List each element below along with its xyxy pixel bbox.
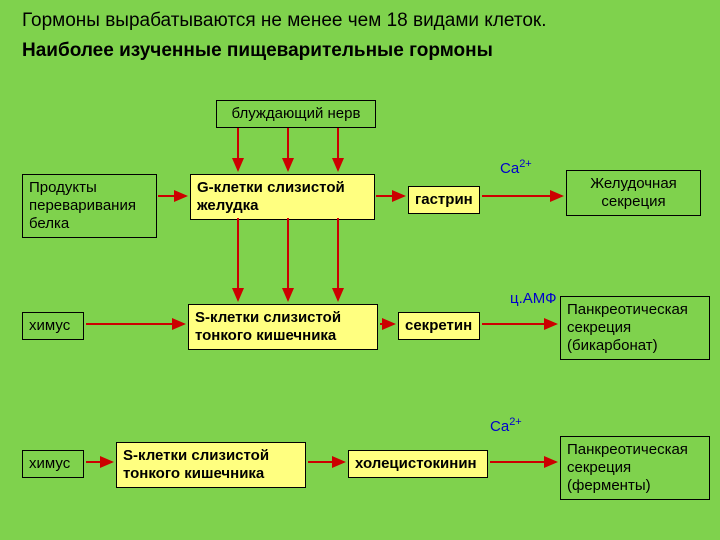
row2-cells-box: S-клетки слизистойтонкого кишечника: [188, 304, 378, 350]
row1-cells-box: G-клетки слизистойжелудка: [190, 174, 375, 220]
title-line-2: Наиболее изученные пищеварительные гормо…: [22, 40, 493, 62]
row2-input-box: химус: [22, 312, 84, 340]
row3-cells-box: S-клетки слизистойтонкого кишечника: [116, 442, 306, 488]
row3-mediator-label: Ca2+: [490, 416, 522, 435]
row2-mediator-label: ц.АМФ: [510, 290, 557, 307]
row1-output-box: Желудочнаясекреция: [566, 170, 701, 216]
title-line-1: Гормоны вырабатываются не менее чем 18 в…: [22, 10, 547, 32]
row3-output-box: Панкреотическаясекреция(ферменты): [560, 436, 710, 500]
row2-hormone-box: секретин: [398, 312, 480, 340]
row1-mediator-label: Ca2+: [500, 158, 532, 177]
vagus-nerve-box: блуждающий нерв: [216, 100, 376, 128]
row3-hormone-box: холецистокинин: [348, 450, 488, 478]
diagram-canvas: Гормоны вырабатываются не менее чем 18 в…: [0, 0, 720, 540]
row1-input-box: Продуктыперевариваниябелка: [22, 174, 157, 238]
row3-input-box: химус: [22, 450, 84, 478]
row2-output-box: Панкреотическаясекреция(бикарбонат): [560, 296, 710, 360]
row1-hormone-box: гастрин: [408, 186, 480, 214]
